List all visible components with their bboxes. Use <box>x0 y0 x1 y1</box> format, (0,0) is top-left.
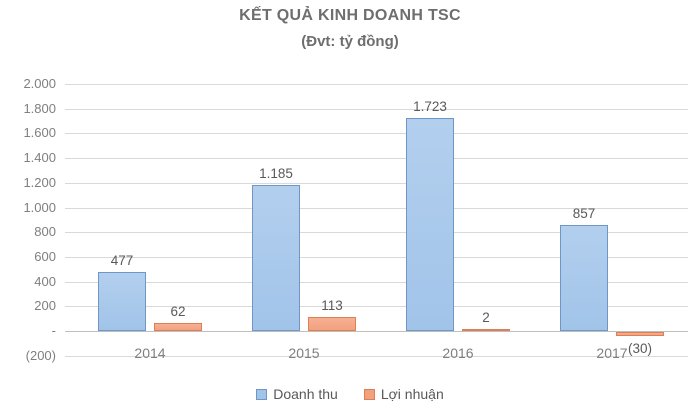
bar-lợi-nhuận-2014 <box>154 323 202 331</box>
bar-label-doanh-thu-2015: 1.185 <box>259 166 293 181</box>
zero-axis-line <box>65 331 688 332</box>
gridline <box>65 133 688 134</box>
gridline <box>65 232 688 233</box>
legend-label-loi-nhuan: Lợi nhuận <box>380 386 444 402</box>
bar-lợi-nhuận-2017 <box>616 332 664 336</box>
y-axis-tick-label: (200) <box>25 348 56 363</box>
page-title: KẾT QUẢ KINH DOANH TSC <box>239 7 461 24</box>
gridline <box>65 282 688 283</box>
gridline <box>65 306 688 307</box>
bar-label-lợi-nhuận-2015: 113 <box>321 298 343 313</box>
y-axis-tick-label: 1.600 <box>23 125 56 140</box>
gridline <box>65 208 688 209</box>
legend-swatch-doanh-thu <box>256 388 268 400</box>
gridline <box>65 158 688 159</box>
bar-doanh-thu-2016 <box>406 118 454 331</box>
bar-label-doanh-thu-2016: 1.723 <box>413 99 447 114</box>
gridline <box>65 257 688 258</box>
y-axis-tick-label: 600 <box>34 249 56 264</box>
x-axis-tick-label: 2017 <box>596 345 628 361</box>
y-axis-tick-label: 1.400 <box>23 150 56 165</box>
y-axis-tick-label: 1.000 <box>23 200 56 215</box>
gridline <box>65 183 688 184</box>
bar-lợi-nhuận-2015 <box>308 317 356 331</box>
y-axis-tick-label: 800 <box>34 224 56 239</box>
bar-label-doanh-thu-2017: 857 <box>572 206 596 221</box>
bar-lợi-nhuận-2016 <box>462 329 510 331</box>
y-axis-tick-label: 1.200 <box>23 175 56 190</box>
page-subtitle: (Đvt: tỷ đồng) <box>301 33 399 50</box>
y-axis-tick-label: 1.800 <box>23 101 56 116</box>
x-axis-tick-label: 2016 <box>442 345 474 361</box>
legend-label-doanh-thu: Doanh thu <box>273 386 338 402</box>
legend-swatch-loi-nhuan <box>363 388 375 400</box>
y-axis-tick-label: 400 <box>34 274 56 289</box>
y-axis-tick-label: 200 <box>34 298 56 313</box>
y-axis-tick-label: 2.000 <box>23 76 56 91</box>
legend-item-loi-nhuan: Lợi nhuận <box>363 386 444 402</box>
legend-item-doanh-thu: Doanh thu <box>256 386 338 402</box>
bar-label-lợi-nhuận-2014: 62 <box>170 304 186 319</box>
bar-label-doanh-thu-2014: 477 <box>110 253 134 268</box>
x-axis-tick-label: 2014 <box>134 345 166 361</box>
bar-label-lợi-nhuận-2017: (30) <box>627 341 652 356</box>
gridline <box>65 356 688 357</box>
y-axis-tick-label: - <box>51 323 56 338</box>
gridline <box>65 84 688 85</box>
bar-doanh-thu-2014 <box>98 272 146 331</box>
bar-doanh-thu-2015 <box>252 185 300 331</box>
bar-label-lợi-nhuận-2016: 2 <box>482 310 490 325</box>
gridline <box>65 109 688 110</box>
legend: Doanh thu Lợi nhuận <box>0 386 700 402</box>
x-axis-tick-label: 2015 <box>288 345 320 361</box>
bar-doanh-thu-2017 <box>560 225 608 331</box>
